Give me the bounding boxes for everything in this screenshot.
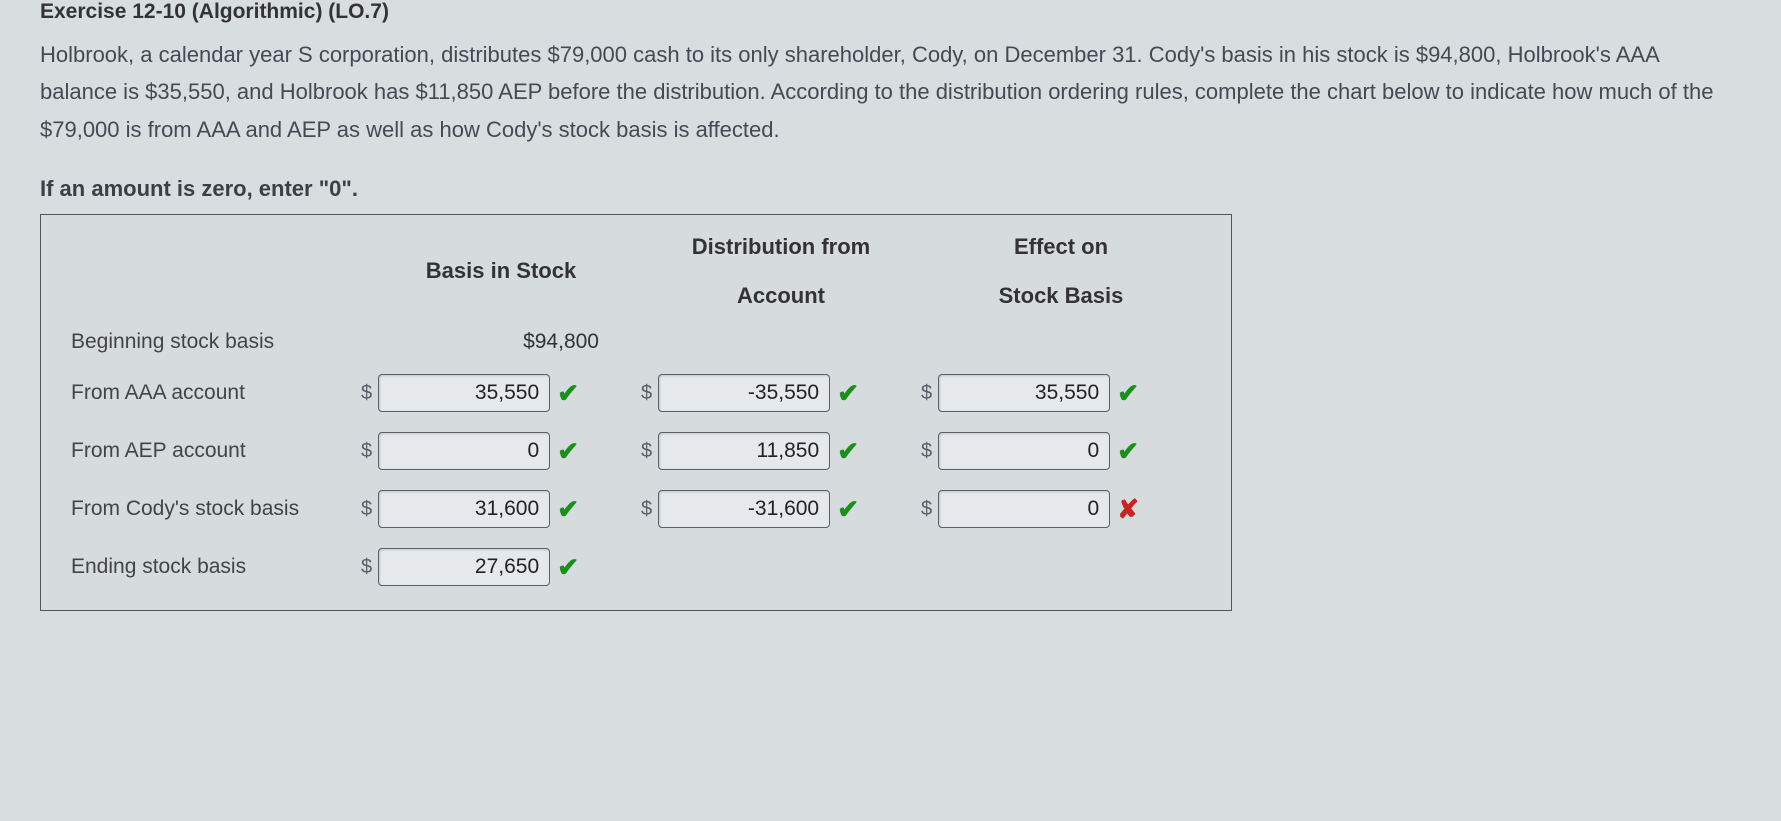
check-icon: ✔ (556, 552, 580, 583)
row-label-beginning: Beginning stock basis (71, 330, 361, 354)
dollar-sign: $ (361, 556, 372, 579)
dollar-sign: $ (361, 382, 372, 405)
problem-text: Holbrook, a calendar year S corporation,… (40, 36, 1741, 148)
aep-basis-cell: $ 0 ✔ (361, 432, 641, 470)
stockbasis-dist-input[interactable]: -31,600 (658, 490, 830, 528)
exercise-header: Exercise 12-10 (Algorithmic) (LO.7) (40, 0, 1741, 24)
aaa-effect-input[interactable]: 35,550 (938, 374, 1110, 412)
dollar-sign: $ (641, 498, 652, 521)
dollar-sign: $ (641, 440, 652, 463)
dollar-sign: $ (921, 440, 932, 463)
stockbasis-effect-cell: $ 0 ✘ (921, 490, 1201, 528)
dollar-sign: $ (921, 382, 932, 405)
header-basis: Basis in Stock (361, 257, 641, 286)
aaa-effect-cell: $ 35,550 ✔ (921, 374, 1201, 412)
beginning-basis-cell: $94,800 (361, 330, 641, 354)
instruction-text: If an amount is zero, enter "0". (40, 176, 1741, 202)
aep-dist-cell: $ 11,850 ✔ (641, 432, 921, 470)
row-label-stockbasis: From Cody's stock basis (71, 497, 361, 521)
check-icon: ✔ (556, 436, 580, 467)
header-dist-line1: Distribution from (641, 233, 921, 262)
aaa-basis-cell: $ 35,550 ✔ (361, 374, 641, 412)
check-icon: ✔ (1116, 378, 1140, 409)
aep-effect-cell: $ 0 ✔ (921, 432, 1201, 470)
header-effect-line2: Stock Basis (921, 282, 1201, 311)
dollar-sign: $ (361, 498, 372, 521)
header-basis-label: Basis in Stock (426, 257, 576, 286)
check-icon: ✔ (836, 494, 860, 525)
header-effect-line1: Effect on (921, 233, 1201, 262)
row-label-aaa: From AAA account (71, 381, 361, 405)
beginning-basis-value: $94,800 (361, 330, 641, 354)
check-icon: ✔ (836, 436, 860, 467)
dollar-sign: $ (921, 498, 932, 521)
aaa-dist-input[interactable]: -35,550 (658, 374, 830, 412)
stockbasis-basis-cell: $ 31,600 ✔ (361, 490, 641, 528)
dollar-sign: $ (361, 440, 372, 463)
cross-icon: ✘ (1116, 494, 1140, 525)
check-icon: ✔ (1116, 436, 1140, 467)
check-icon: ✔ (556, 378, 580, 409)
check-icon: ✔ (836, 378, 860, 409)
aaa-dist-cell: $ -35,550 ✔ (641, 374, 921, 412)
stockbasis-effect-input[interactable]: 0 (938, 490, 1110, 528)
aep-basis-input[interactable]: 0 (378, 432, 550, 470)
row-label-ending: Ending stock basis (71, 555, 361, 579)
page: Exercise 12-10 (Algorithmic) (LO.7) Holb… (0, 0, 1781, 651)
aep-effect-input[interactable]: 0 (938, 432, 1110, 470)
aep-dist-input[interactable]: 11,850 (658, 432, 830, 470)
ending-basis-input[interactable]: 27,650 (378, 548, 550, 586)
stockbasis-dist-cell: $ -31,600 ✔ (641, 490, 921, 528)
ending-basis-cell: $ 27,650 ✔ (361, 548, 641, 586)
stockbasis-basis-input[interactable]: 31,600 (378, 490, 550, 528)
header-dist-line2: Account (641, 282, 921, 311)
row-label-aep: From AEP account (71, 439, 361, 463)
dollar-sign: $ (641, 382, 652, 405)
check-icon: ✔ (556, 494, 580, 525)
distribution-chart: Basis in Stock Distribution from Effect … (40, 214, 1232, 611)
chart-grid: Basis in Stock Distribution from Effect … (71, 233, 1201, 586)
aaa-basis-input[interactable]: 35,550 (378, 374, 550, 412)
